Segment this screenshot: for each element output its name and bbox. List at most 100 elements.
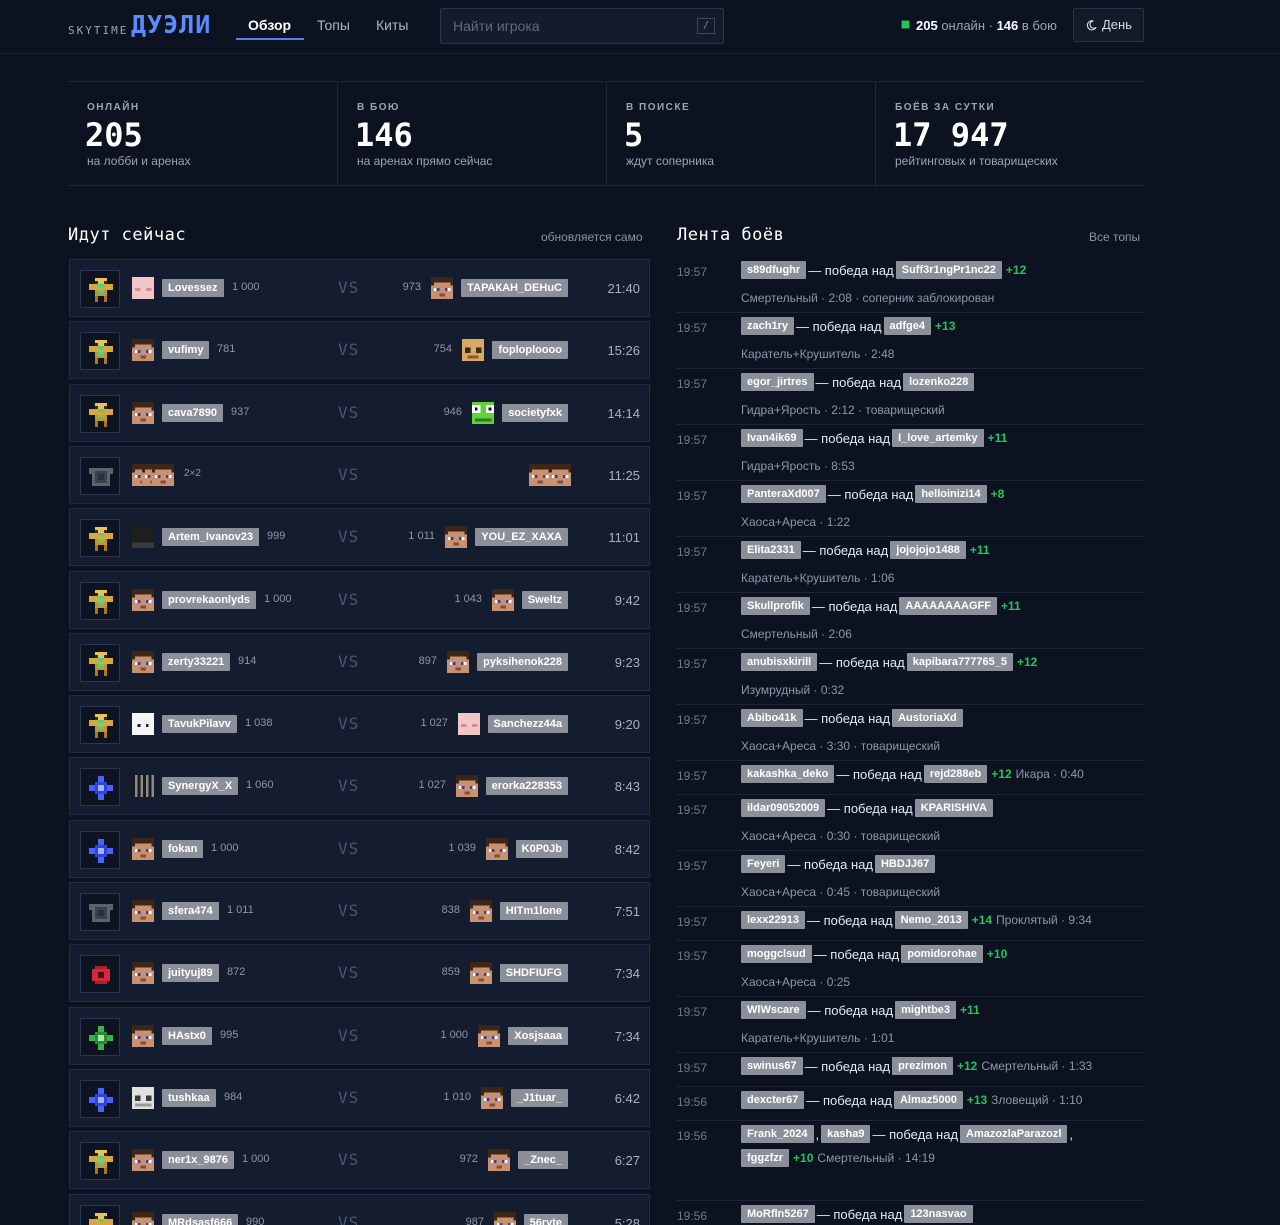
live-match-row[interactable]: sfera474 1 011 HITm1lone 838 VS 7:51 [69,882,650,940]
search-input[interactable] [441,9,691,43]
player-name-tag[interactable]: jojojojo1488 [890,541,966,559]
player-name-tag[interactable]: helloinizi14 [915,485,987,503]
live-match-row[interactable]: tushkaa 984 _J1tuar_ 1 010 VS 6:42 [69,1068,650,1127]
player-name-tag[interactable]: AAAAAAAAGFF [899,597,997,615]
win-label: — победа над [816,1206,903,1222]
player-name-tag[interactable]: Ivan4ik69 [741,429,803,447]
player-name-tag[interactable]: fggzfzr [741,1149,790,1167]
player-name-tag[interactable]: Skullprofik [741,597,810,615]
player-name-tag[interactable]: zach1ry [741,317,794,335]
player-name-tag[interactable]: I_love_artemky [892,429,984,447]
player-name-tag[interactable]: adfge4 [883,317,932,335]
live-match-row[interactable]: HAstx0 995 Xosjsaaa 1 000 VS 7:34 [69,1006,650,1065]
player-name-tag[interactable]: K0P0Jb [515,839,568,858]
fight-feed-item: 19:57 moggclsud — победа над pomidorohae +10… [677,941,1144,997]
all-tops-link[interactable]: Все топы [1089,230,1141,244]
player-name-tag[interactable]: Suff3r1ngPr1nc22 [895,261,1002,279]
player-name-tag[interactable]: 56ryte [523,1213,568,1225]
player-name-tag[interactable]: societyfxk [502,403,568,422]
player-name-tag[interactable]: TavukPilavv [162,715,237,734]
player-name-tag[interactable]: KPARISHIVA [914,799,993,817]
player-name-tag[interactable]: HAstx0 [162,1026,212,1045]
live-match-row[interactable]: vufimy 781 foploploooo 754 VS 15:26 [69,321,650,380]
live-match-row[interactable]: Lovessez 1 000 ТАРАКАН_DEHuC 973 VS 21:40 [69,259,650,317]
tab-kits[interactable]: Киты [376,17,409,33]
player-name-tag[interactable]: HBDJJ67 [874,855,936,873]
player-name-tag[interactable]: foploploooo [492,341,568,360]
player-name-tag[interactable]: lozenko228 [903,373,975,391]
live-match-row[interactable]: Artem_Ivanov23 999 YOU_EZ_XAXA 1 011 VS 11:01 [69,508,650,567]
player-name-tag[interactable]: anubisxkirill [741,653,818,671]
brand-logo[interactable]: ДУЭЛИ [131,10,212,39]
player-name-tag[interactable]: dexcter67 [741,1091,805,1109]
player-name-tag[interactable]: mightbe3 [895,1001,957,1019]
player-name-tag[interactable]: Xosjsaaa [508,1026,568,1045]
player-name-tag[interactable]: WlWscare [741,1001,806,1019]
feed-timestamp: 19:57 [677,769,708,783]
live-match-row[interactable]: ner1x_9876 1 000 _Znec_ 972 VS 6:27 [69,1131,650,1190]
player-name-tag[interactable]: cava7890 [162,403,223,422]
live-match-row[interactable]: TavukPilavv 1 038 Sanchezz44a 1 027 VS 9:20 [69,695,650,754]
player-name-tag[interactable]: s89dfughr [741,261,807,279]
player-name-tag[interactable]: tushkaa [162,1088,216,1107]
player-name-tag[interactable]: ildar09052009 [741,799,826,817]
player-name-tag[interactable]: _J1tuar_ [510,1088,568,1107]
player-name-tag[interactable]: Feyeri [741,855,786,873]
theme-toggle-button[interactable]: День [1073,8,1144,42]
player-name-tag[interactable]: Frank_2024 [741,1125,814,1143]
player-name-tag[interactable]: SHDFIUFG [499,964,568,983]
player-name-tag[interactable]: zerty33221 [162,652,231,671]
player-name-tag[interactable]: prezimon [892,1057,953,1075]
player-name-tag[interactable]: ТАРАКАН_DEHuC [461,279,568,297]
player-name-tag[interactable]: Artem_Ivanov23 [162,528,259,547]
player-name-tag[interactable]: Nemo_2013 [894,911,968,929]
player-name-tag[interactable]: Sweltz [521,590,568,609]
tab-overview[interactable]: Обзор [248,17,292,33]
tab-tops[interactable]: Топы [317,17,350,33]
player-name-tag[interactable]: PanteraXd007 [741,485,826,503]
live-match-row[interactable]: zerty33221 914 pyksihenok228 897 VS 9:23 [69,632,650,691]
player-name-tag[interactable]: vufimy [162,341,210,360]
player-name-tag[interactable]: erorka228353 [485,777,568,796]
player-name-tag[interactable]: _Znec_ [518,1151,568,1170]
live-match-row[interactable]: cava7890 937 societyfxk 946 VS 14:14 [69,383,650,442]
player-name-tag[interactable]: kakashka_deko [741,765,835,783]
live-match-row[interactable]: 2×2 VS 11:25 [69,445,650,504]
player-name-tag[interactable]: juityuj89 [162,964,219,983]
player-name-tag[interactable]: moggclsud [741,945,812,963]
player-name-tag[interactable]: 123nasvao [904,1205,973,1223]
player-name-tag[interactable]: SynergyX_X [162,777,239,796]
player-name-tag[interactable]: ner1x_9876 [162,1151,234,1170]
player-name-tag[interactable]: MoRfln5267 [741,1205,815,1223]
player-name-tag[interactable]: Lovessez [162,279,224,297]
player-name-tag[interactable]: Sanchezz44a [487,715,568,734]
stat-value: 5 [624,116,644,154]
live-match-row[interactable]: MRdsasf666 990 56ryte 987 VS 5:28 [69,1193,650,1225]
player-name-tag[interactable]: swinus67 [741,1057,803,1075]
moon-icon [1086,20,1097,31]
player-name-tag[interactable]: AmazozlaParazozl [960,1125,1068,1143]
feed-timestamp: 19:57 [677,859,708,873]
player-name-tag[interactable]: Almaz5000 [893,1091,963,1109]
player-avatar [132,588,154,611]
player-name-tag[interactable]: HITm1lone [499,902,568,920]
player-name-tag[interactable]: provrekaonlyds [162,590,256,609]
player-name-tag[interactable]: Elita2331 [741,541,801,559]
player-name-tag[interactable]: pomidorohae [901,945,983,963]
player-name-tag[interactable]: rejd288eb [923,765,988,783]
live-match-row[interactable]: SynergyX_X 1 060 erorka228353 1 027 VS 8:43 [69,757,650,816]
player-name-tag[interactable]: AustoriaXd [892,709,963,727]
player-name-tag[interactable]: MRdsasf666 [162,1213,239,1225]
live-match-row[interactable]: fokan 1 000 K0P0Jb 1 039 VS 8:42 [69,819,650,878]
player-name-tag[interactable]: fokan [162,839,204,858]
player-name-tag[interactable]: kapibara777765_5 [906,653,1013,671]
player-name-tag[interactable]: sfera474 [162,902,219,920]
player-name-tag[interactable]: lexx22913 [741,911,805,929]
player-name-tag[interactable]: kasha9 [821,1125,871,1143]
live-match-row[interactable]: juityuj89 872 SHDFIUFG 859 VS 7:34 [69,944,650,1003]
live-match-row[interactable]: provrekaonlyds 1 000 Sweltz 1 043 VS 9:42 [69,570,650,629]
player-name-tag[interactable]: YOU_EZ_XAXA [475,528,568,547]
player-name-tag[interactable]: egor_jirtres [741,373,814,391]
player-name-tag[interactable]: Abibo41k [741,709,803,727]
player-name-tag[interactable]: pyksihenok228 [477,652,568,671]
